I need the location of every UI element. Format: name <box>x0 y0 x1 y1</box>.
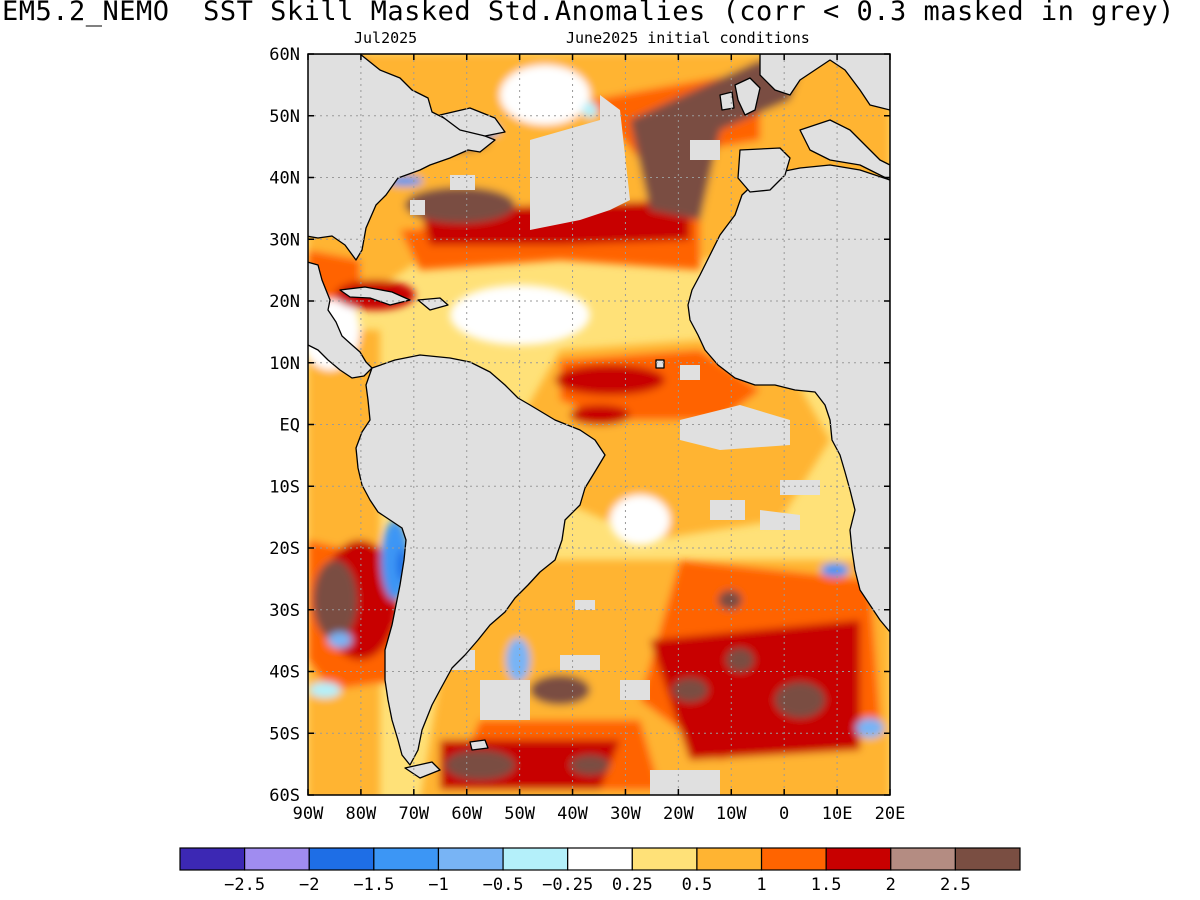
lon-tick-label: 20W <box>663 804 694 824</box>
lat-tick-label: 20N <box>269 292 300 312</box>
lat-tick-label: 10N <box>269 354 300 374</box>
latitude-axis: 60N 50N 40N 30N 20N 10N EQ 10S 20S 30S 40S 50S 60S <box>269 45 890 806</box>
lon-tick-label: 40W <box>557 804 588 824</box>
colorbar: −2.5 −2 −1.5 −1 −0.5 −0.25 0.25 0.5 1 1.5 2 2.5 <box>179 847 1021 895</box>
colorbar-swatch <box>308 847 375 871</box>
colorbar-label: 1 <box>756 875 766 895</box>
longitude-axis: 90W 80W 70W 60W 50W 40W 30W 20W 10W 0 10E 20E <box>293 54 906 824</box>
colorbar-label: 2.5 <box>940 875 971 895</box>
colorbar-swatch <box>825 847 892 871</box>
lat-tick-label: 40S <box>269 663 300 683</box>
colorbar-swatch <box>244 847 310 871</box>
colorbar-label: 0.25 <box>612 875 653 895</box>
lat-tick-label: 50S <box>269 724 300 744</box>
lon-tick-label: 80W <box>346 804 377 824</box>
lat-tick-label: 40N <box>269 169 300 189</box>
lon-tick-label: 60W <box>451 804 482 824</box>
colorbar-swatch <box>760 847 827 871</box>
lat-tick-label: 60N <box>269 45 300 65</box>
colorbar-swatch <box>373 847 440 871</box>
lat-tick-label: 30S <box>269 601 300 621</box>
lon-tick-label: 0 <box>779 804 789 824</box>
lat-tick-label: EQ <box>280 416 300 436</box>
italy-region <box>799 119 890 181</box>
iberia <box>737 147 791 193</box>
plot-title: EM5.2_NEMO SST Skill Masked Std.Anomalie… <box>2 0 1175 27</box>
lon-tick-label: 90W <box>293 804 324 824</box>
lon-tick-label: 70W <box>398 804 429 824</box>
africa <box>687 164 890 633</box>
lon-tick-label: 10W <box>716 804 747 824</box>
lon-tick-label: 20E <box>875 804 906 824</box>
map-panel <box>308 54 890 795</box>
colorbar-swatch <box>696 847 763 871</box>
lat-tick-label: 30N <box>269 230 300 250</box>
nova-scotia <box>439 107 506 137</box>
valid-month-label: Jul2025 <box>354 29 418 47</box>
masked-regions <box>410 95 820 795</box>
colorbar-swatch <box>890 847 956 871</box>
lon-tick-label: 50W <box>504 804 535 824</box>
colorbar-label: −1 <box>428 875 448 895</box>
cape-verde <box>655 359 665 369</box>
colorbar-swatch <box>502 847 569 871</box>
lat-tick-label: 60S <box>269 786 300 806</box>
lat-tick-label: 50N <box>269 107 300 127</box>
lon-tick-label: 30W <box>610 804 641 824</box>
colorbar-label: −2 <box>299 875 319 895</box>
colorbar-label: 1.5 <box>811 875 842 895</box>
colorbar-label: −1.5 <box>353 875 394 895</box>
british-isles <box>734 77 761 116</box>
colorbar-label: −2.5 <box>224 875 265 895</box>
colorbar-label: −0.5 <box>483 875 524 895</box>
graticule <box>308 54 890 795</box>
init-conditions-label: June2025 initial conditions <box>566 29 810 47</box>
lon-tick-label: 10E <box>822 804 853 824</box>
colorbar-swatch <box>631 847 698 871</box>
tierra-del-fuego <box>404 761 441 779</box>
ireland <box>719 91 735 111</box>
colorbar-swatch <box>954 847 1021 871</box>
falklands <box>469 739 489 751</box>
south-america <box>355 354 606 766</box>
lat-tick-label: 10S <box>269 477 300 497</box>
central-america <box>308 261 373 379</box>
colorbar-label: 2 <box>886 875 896 895</box>
lat-tick-label: 20S <box>269 539 300 559</box>
colorbar-swatch <box>567 847 633 871</box>
colorbar-label: −0.25 <box>542 875 593 895</box>
colorbar-label: 0.5 <box>682 875 713 895</box>
colorbar-swatch <box>179 847 246 871</box>
colorbar-swatch <box>437 847 504 871</box>
north-america <box>308 54 496 261</box>
europe <box>759 54 890 111</box>
